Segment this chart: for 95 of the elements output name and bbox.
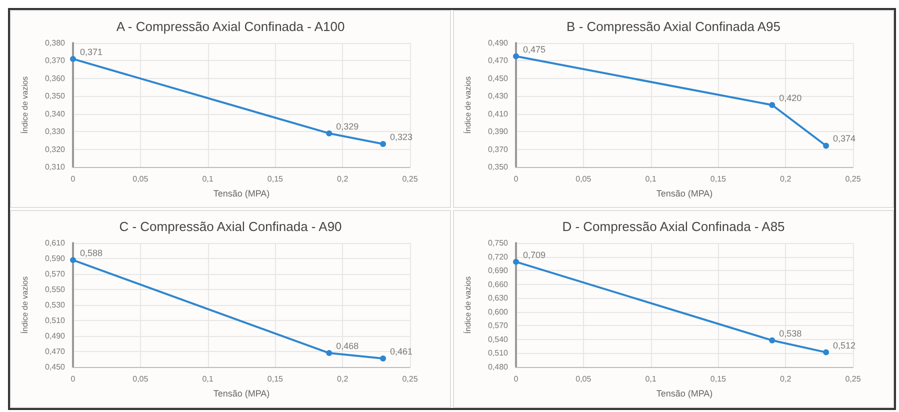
y-tick-label: 0,660 [488,280,509,289]
point [326,130,332,136]
x-tick-label: 0,2 [337,374,349,384]
y-tick-label: 0,480 [488,362,509,372]
point [823,142,830,149]
x-tick-label: 0,25 [402,174,418,184]
x-tick-label: 0,15 [267,174,284,184]
data-label: 0,461 [390,346,413,356]
y-axis-title: Índice de vazios [464,276,472,334]
y-tick-label: 0,340 [44,109,66,118]
y-axis-title: Índice de vazios [464,76,472,134]
y-tick-label: 0,690 [488,266,509,276]
x-tick-label: 0,25 [402,374,418,384]
x-tick-label: 0,1 [202,174,214,184]
y-tick-label: 0,590 [44,254,66,263]
x-tick-label: 0,25 [845,174,862,184]
y-tick-label: 0,610 [44,238,66,248]
x-tick-label: 0,15 [710,174,727,184]
y-tick-label: 0,320 [44,144,66,154]
x-tick-label: 0 [70,374,76,384]
y-tick-label: 0,490 [44,332,66,340]
data-label: 0,374 [833,134,856,144]
y-tick-label: 0,310 [44,162,66,172]
x-tick-label: 0,2 [780,174,792,184]
x-tick-label: 0,05 [132,374,149,384]
y-tick-label: 0,350 [44,92,66,101]
y-tick-label: 0,530 [44,300,66,310]
x-tick-label: 0,25 [845,374,862,384]
data-label: 0,329 [336,121,359,132]
x-tick-label: 0,15 [267,374,284,384]
y-axis-title: Índice de vazios [20,276,30,334]
data-label: 0,588 [80,248,103,258]
y-tick-label: 0,630 [488,294,509,303]
data-label: 0,538 [779,328,802,338]
x-tick-label: 0,2 [780,374,792,384]
y-tick-label: 0,550 [44,285,66,294]
y-tick-label: 0,570 [488,321,509,330]
point [823,349,830,356]
y-tick-label: 0,510 [488,348,509,358]
x-tick-label: 0,1 [202,374,214,384]
point [70,257,76,264]
point [380,355,386,362]
x-axis-title: Tensão (MPA) [656,388,713,398]
y-tick-label: 0,360 [44,74,66,83]
y-tick-label: 0,720 [488,252,509,262]
y-tick-label: 0,600 [488,307,509,316]
y-tick-label: 0,540 [488,334,509,344]
y-tick-label: 0,750 [488,238,509,248]
data-label: 0,371 [80,46,103,57]
y-tick-label: 0,470 [488,56,509,66]
y-tick-label: 0,570 [44,270,66,278]
data-label: 0,468 [336,341,359,352]
y-tick-label: 0,350 [488,162,509,172]
chart-title: C - Compressão Axial Confinada - A90 [119,219,342,234]
chart-title: A - Compressão Axial Confinada - A100 [116,19,345,34]
x-tick-label: 0,05 [132,174,149,184]
x-tick-label: 0 [514,174,519,184]
chart-title: D - Compressão Axial Confinada - A85 [562,219,785,234]
x-axis-title: Tensão (MPA) [213,188,270,198]
data-label: 0,512 [833,340,856,350]
y-tick-label: 0,490 [488,38,509,48]
y-tick-label: 0,510 [44,316,66,325]
y-tick-label: 0,390 [488,127,509,136]
point [326,350,332,356]
x-tick-label: 0,2 [337,174,349,184]
point [70,56,76,62]
point [769,337,776,344]
point [380,140,386,147]
y-tick-label: 0,430 [488,92,509,101]
x-axis-title: Tensão (MPA) [656,188,713,198]
point [769,102,776,108]
point [513,53,519,60]
y-tick-label: 0,330 [44,127,66,136]
y-tick-label: 0,450 [44,362,66,372]
x-tick-label: 0 [70,174,76,184]
x-tick-label: 0,05 [576,374,592,384]
point [513,258,519,265]
data-label: 0,709 [523,250,546,260]
y-tick-label: 0,370 [488,144,509,154]
y-tick-label: 0,370 [44,56,66,66]
chart-title: B - Compressão Axial Confinada A95 [566,19,780,34]
x-tick-label: 0,15 [710,374,727,384]
x-tick-label: 0,05 [576,174,592,184]
y-axis-title: Índice de vazios [20,76,30,134]
data-label: 0,475 [523,44,546,54]
data-label: 0,323 [390,132,413,142]
y-tick-label: 0,380 [44,38,66,48]
y-tick-label: 0,450 [488,74,509,83]
data-label: 0,420 [779,93,802,103]
x-axis-title: Tensão (MPA) [213,388,270,398]
x-tick-label: 0 [514,374,519,384]
y-tick-label: 0,410 [488,109,509,118]
x-tick-label: 0,1 [645,374,657,384]
x-tick-label: 0,1 [645,174,657,184]
y-tick-label: 0,470 [44,347,66,356]
